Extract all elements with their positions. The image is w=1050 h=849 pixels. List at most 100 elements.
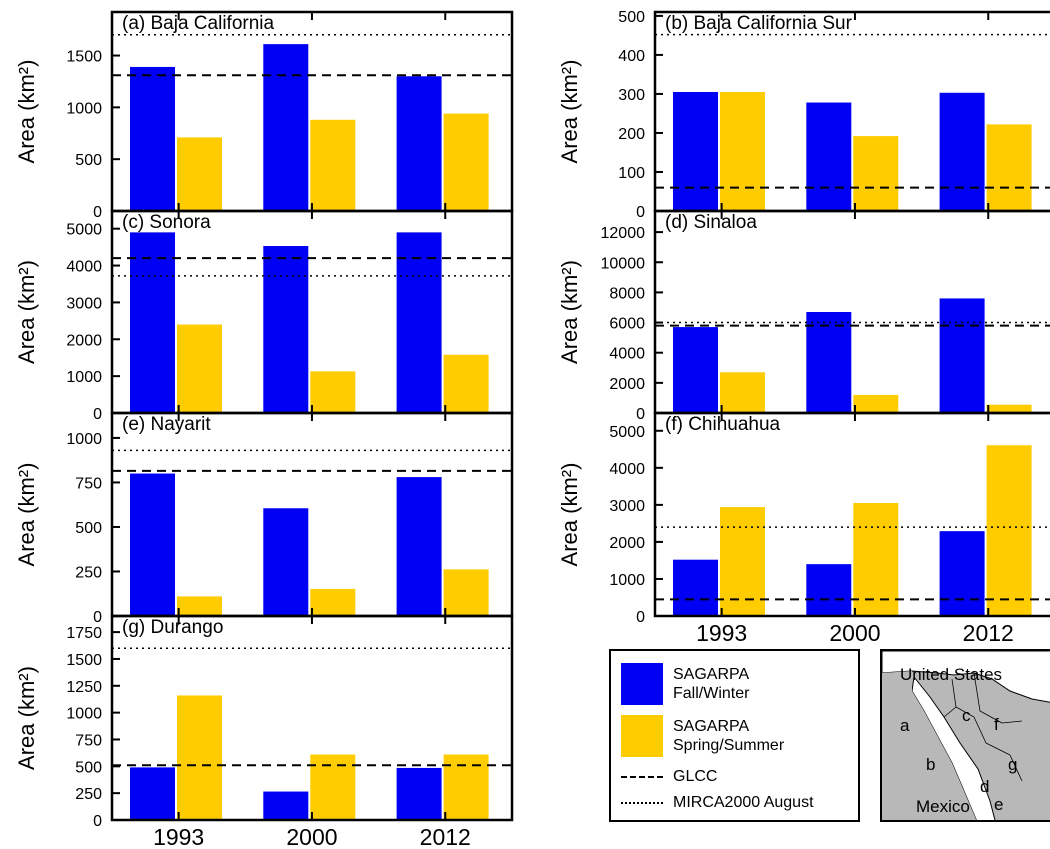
map-letter-e: e xyxy=(994,795,1004,814)
x-tick-label-1993-panel-6: 1993 xyxy=(153,824,204,849)
map-letter-f: f xyxy=(994,715,999,734)
y-tick-label-panel-2: 2000 xyxy=(66,332,102,349)
bar-spring-summer-1993-panel-5 xyxy=(720,507,765,616)
legend-label-spring-summer-line2: Spring/Summer xyxy=(673,737,785,754)
map-letter-a: a xyxy=(900,716,910,735)
bar-fall-winter-2012-panel-3 xyxy=(939,298,985,413)
bar-fall-winter-2000-panel-1 xyxy=(806,102,852,211)
y-tick-label-panel-3: 10000 xyxy=(601,255,646,272)
y-tick-label-panel-6: 1000 xyxy=(66,706,102,723)
x-tick-label-2000-panel-6: 2000 xyxy=(286,824,337,849)
y-tick-label-panel-4: 0 xyxy=(93,609,102,626)
y-axis-label-panel-6: Area (km²) xyxy=(14,666,39,770)
y-axis-label-panel-4: Area (km²) xyxy=(14,463,39,567)
bar-spring-summer-2000-panel-3 xyxy=(853,394,899,413)
bar-spring-summer-1993-panel-3 xyxy=(720,372,765,413)
x-tick-label-2012-panel-6: 2012 xyxy=(420,824,471,849)
y-tick-label-panel-2: 5000 xyxy=(66,222,102,239)
legend-swatch-fall-winter xyxy=(621,663,663,705)
map-label-united-states: United States xyxy=(900,665,1003,684)
x-tick-label-1993-panel-5: 1993 xyxy=(696,620,747,646)
y-tick-label-panel-2: 1000 xyxy=(66,369,102,386)
y-tick-label-panel-1: 0 xyxy=(636,204,645,221)
y-tick-label-panel-6: 500 xyxy=(75,759,102,776)
bar-spring-summer-1993-panel-4 xyxy=(177,596,222,616)
y-tick-label-panel-5: 4000 xyxy=(609,461,645,478)
y-tick-label-panel-4: 1000 xyxy=(66,431,102,448)
x-tick-label-2012-panel-5: 2012 xyxy=(963,620,1014,646)
x-tick-label-2000-panel-5: 2000 xyxy=(829,620,880,646)
bar-fall-winter-1993-panel-6 xyxy=(130,767,175,820)
y-axis-label-panel-3: Area (km²) xyxy=(557,260,582,364)
legend-item-fall-winter: SAGARPA Fall/Winter xyxy=(621,663,749,705)
y-tick-label-panel-6: 1500 xyxy=(66,652,102,669)
bar-fall-winter-1993-panel-0 xyxy=(130,66,175,212)
legend-label-fall-winter-line2: Fall/Winter xyxy=(673,685,750,702)
bar-spring-summer-2000-panel-1 xyxy=(853,136,899,211)
bar-spring-summer-2000-panel-2 xyxy=(310,371,356,413)
y-tick-label-panel-6: 250 xyxy=(75,786,102,803)
y-axis-label-panel-5: Area (km²) xyxy=(557,463,582,567)
bar-spring-summer-2012-panel-4 xyxy=(443,569,489,616)
bar-spring-summer-2012-panel-5 xyxy=(986,445,1032,616)
locator-map: United States Mexico a b c d e f g xyxy=(880,649,1050,822)
bar-fall-winter-2000-panel-6 xyxy=(263,791,309,820)
y-tick-label-panel-6: 0 xyxy=(93,813,102,830)
bar-fall-winter-1993-panel-2 xyxy=(130,232,175,413)
legend-line-glcc xyxy=(621,775,663,778)
map-letter-g: g xyxy=(1008,755,1018,774)
y-tick-label-panel-5: 5000 xyxy=(609,424,645,441)
y-tick-label-panel-1: 300 xyxy=(618,87,645,104)
legend-label-spring-summer-line1: SAGARPA xyxy=(673,718,750,735)
bar-fall-winter-2000-panel-0 xyxy=(263,44,309,212)
bar-fall-winter-2012-panel-4 xyxy=(396,477,442,616)
bar-spring-summer-2012-panel-1 xyxy=(986,124,1032,211)
y-tick-label-panel-5: 0 xyxy=(636,609,645,626)
bar-spring-summer-1993-panel-0 xyxy=(177,137,222,211)
legend-item-spring-summer: SAGARPA Spring/Summer xyxy=(621,715,784,757)
map-us-land xyxy=(882,651,1050,703)
map-letter-b: b xyxy=(926,755,936,774)
bar-fall-winter-2012-panel-5 xyxy=(939,531,985,616)
legend-item-mirca: MIRCA2000 August xyxy=(621,793,814,812)
y-tick-label-panel-4: 750 xyxy=(75,475,102,492)
bar-spring-summer-2012-panel-2 xyxy=(443,354,489,413)
y-axis-label-panel-1: Area (km²) xyxy=(557,60,582,164)
y-tick-label-panel-2: 3000 xyxy=(66,295,102,312)
y-tick-label-panel-3: 4000 xyxy=(609,346,645,363)
bar-fall-winter-1993-panel-1 xyxy=(673,91,718,211)
y-tick-label-panel-6: 750 xyxy=(75,732,102,749)
bar-fall-winter-1993-panel-5 xyxy=(673,559,718,616)
y-tick-label-panel-4: 250 xyxy=(75,564,102,581)
bar-fall-winter-2000-panel-2 xyxy=(263,246,309,413)
y-tick-label-panel-1: 500 xyxy=(618,9,645,26)
y-tick-label-panel-3: 2000 xyxy=(609,376,645,393)
bar-fall-winter-2000-panel-3 xyxy=(806,312,852,413)
bar-fall-winter-2012-panel-2 xyxy=(396,232,442,413)
y-tick-label-panel-6: 1750 xyxy=(66,625,102,642)
panel-title-1: (b) Baja California Sur xyxy=(665,13,853,34)
bar-spring-summer-2012-panel-3 xyxy=(986,404,1032,413)
y-tick-label-panel-2: 4000 xyxy=(66,259,102,276)
y-tick-label-panel-0: 1000 xyxy=(66,100,102,117)
map-letter-d: d xyxy=(980,777,990,796)
bar-fall-winter-1993-panel-4 xyxy=(130,473,175,616)
bar-spring-summer-2000-panel-5 xyxy=(853,503,899,616)
y-tick-label-panel-1: 100 xyxy=(618,165,645,182)
bar-fall-winter-2000-panel-5 xyxy=(806,564,852,616)
legend-item-glcc: GLCC xyxy=(621,767,717,786)
map-drawing xyxy=(882,651,1050,820)
y-tick-label-panel-2: 0 xyxy=(93,406,102,423)
bar-fall-winter-2000-panel-4 xyxy=(263,508,309,616)
panel-title-5: (f) Chihuahua xyxy=(665,414,781,435)
bar-spring-summer-1993-panel-6 xyxy=(177,695,222,820)
y-tick-label-panel-5: 1000 xyxy=(609,572,645,589)
y-tick-label-panel-3: 12000 xyxy=(601,225,646,242)
panel-title-2: (c) Sonora xyxy=(122,212,211,233)
bar-spring-summer-2000-panel-6 xyxy=(310,754,356,820)
y-axis-label-panel-2: Area (km²) xyxy=(14,260,39,364)
y-tick-label-panel-3: 8000 xyxy=(609,285,645,302)
y-tick-label-panel-0: 500 xyxy=(75,152,102,169)
legend-label-fall-winter-line1: SAGARPA xyxy=(673,666,750,683)
